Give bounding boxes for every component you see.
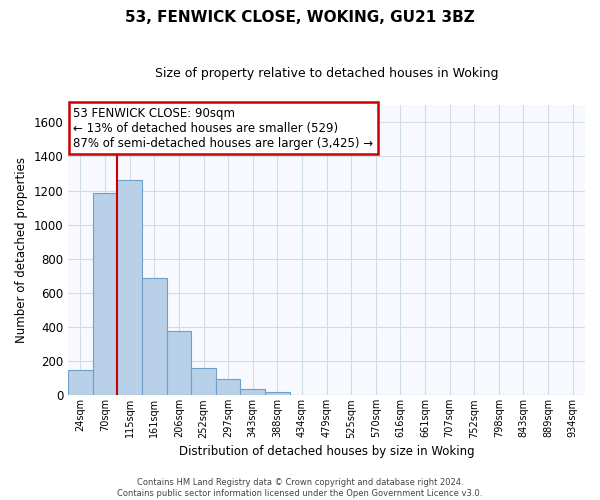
Y-axis label: Number of detached properties: Number of detached properties — [15, 158, 28, 344]
Bar — [216, 380, 241, 396]
Text: Contains HM Land Registry data © Crown copyright and database right 2024.
Contai: Contains HM Land Registry data © Crown c… — [118, 478, 482, 498]
Bar — [265, 392, 290, 396]
Bar — [142, 278, 167, 396]
Text: 53, FENWICK CLOSE, WOKING, GU21 3BZ: 53, FENWICK CLOSE, WOKING, GU21 3BZ — [125, 10, 475, 25]
Text: 53 FENWICK CLOSE: 90sqm
← 13% of detached houses are smaller (529)
87% of semi-d: 53 FENWICK CLOSE: 90sqm ← 13% of detache… — [73, 106, 373, 150]
Bar — [191, 368, 216, 396]
Bar — [167, 332, 191, 396]
Bar — [93, 193, 118, 396]
X-axis label: Distribution of detached houses by size in Woking: Distribution of detached houses by size … — [179, 444, 475, 458]
Bar — [68, 370, 93, 396]
Title: Size of property relative to detached houses in Woking: Size of property relative to detached ho… — [155, 68, 499, 80]
Bar — [241, 389, 265, 396]
Bar — [118, 180, 142, 396]
